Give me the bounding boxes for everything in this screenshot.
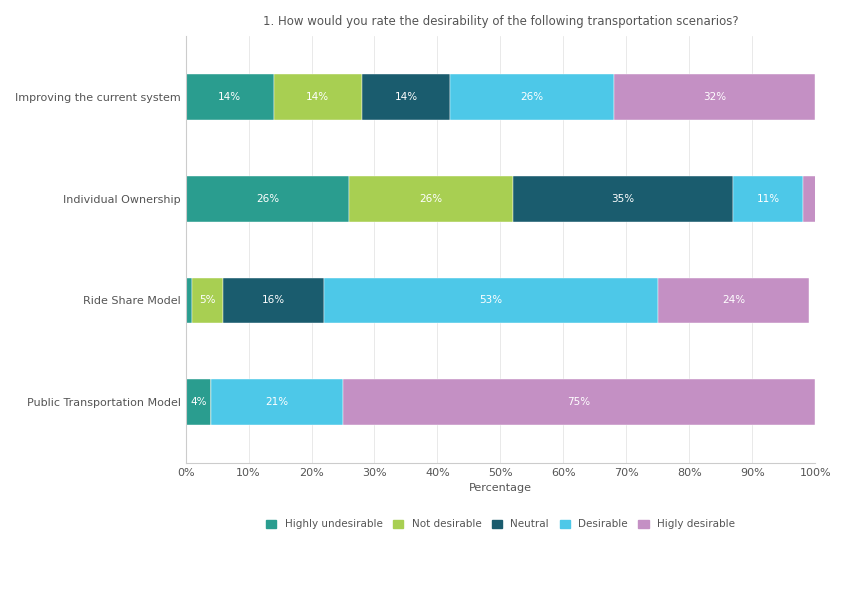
Bar: [803, 176, 821, 222]
Legend: Highly undesirable, Not desirable, Neutral, Desirable, Higly desirable: Highly undesirable, Not desirable, Neutr…: [261, 514, 740, 535]
Text: 14%: 14%: [306, 92, 329, 102]
Bar: [362, 74, 450, 120]
Text: 4%: 4%: [190, 397, 206, 407]
Text: 53%: 53%: [480, 296, 503, 306]
Text: 16%: 16%: [262, 296, 285, 306]
Bar: [658, 277, 809, 323]
Text: 21%: 21%: [266, 397, 288, 407]
Bar: [185, 176, 349, 222]
Text: 75%: 75%: [568, 397, 591, 407]
Title: 1. How would you rate the desirability of the following transportation scenarios: 1. How would you rate the desirability o…: [262, 15, 739, 28]
Bar: [343, 379, 816, 425]
Bar: [613, 74, 816, 120]
Text: 14%: 14%: [394, 92, 418, 102]
Bar: [324, 277, 658, 323]
Text: 24%: 24%: [722, 296, 745, 306]
Bar: [450, 74, 613, 120]
Text: 14%: 14%: [218, 92, 241, 102]
Bar: [185, 74, 274, 120]
X-axis label: Percentage: Percentage: [469, 483, 532, 493]
Text: 26%: 26%: [420, 194, 442, 204]
Text: 11%: 11%: [756, 194, 779, 204]
Text: 26%: 26%: [520, 92, 543, 102]
Bar: [192, 277, 223, 323]
Bar: [185, 277, 192, 323]
Text: 35%: 35%: [612, 194, 634, 204]
Text: 5%: 5%: [200, 296, 216, 306]
Text: 26%: 26%: [255, 194, 279, 204]
Bar: [349, 176, 513, 222]
Bar: [513, 176, 733, 222]
Text: 32%: 32%: [703, 92, 726, 102]
Bar: [211, 379, 343, 425]
Bar: [185, 379, 211, 425]
Bar: [223, 277, 324, 323]
Bar: [274, 74, 362, 120]
Bar: [733, 176, 803, 222]
